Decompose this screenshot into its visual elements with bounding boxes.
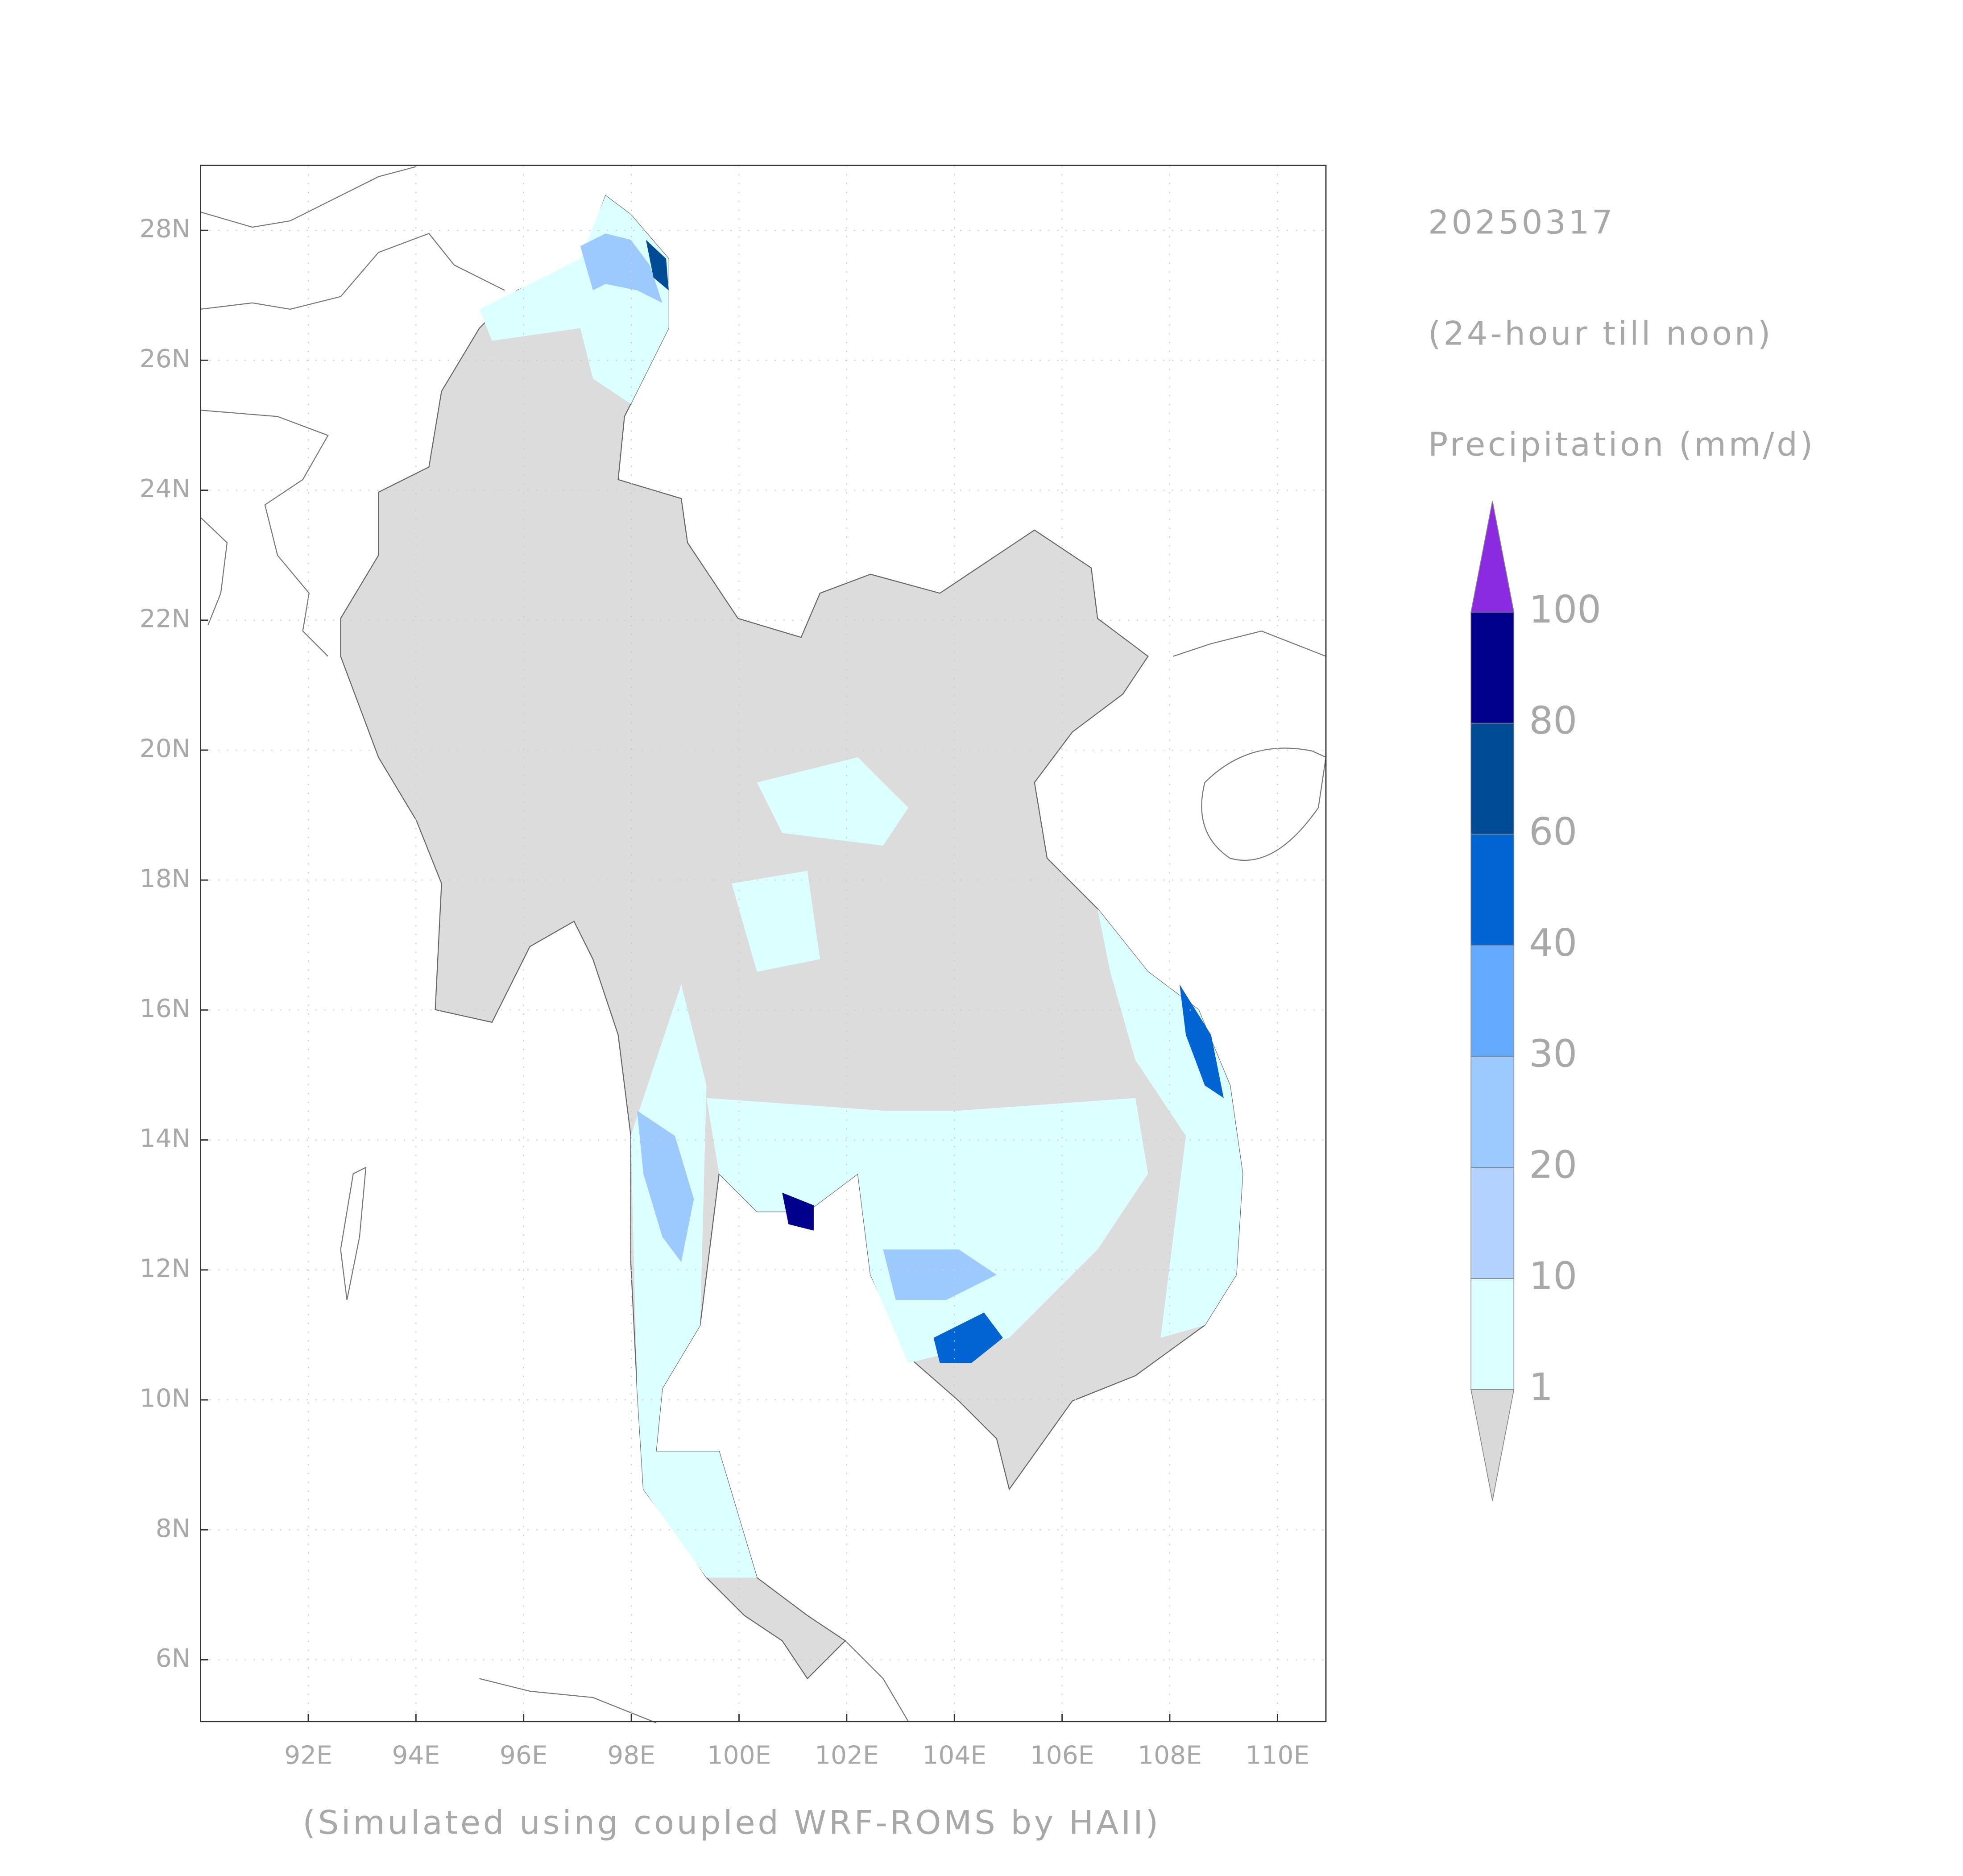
colorbar-label: 10 xyxy=(1529,1254,1577,1298)
x-tick-label: 110E xyxy=(1246,1741,1310,1770)
y-tick-label: 12N xyxy=(140,1253,191,1283)
colorbar-segment xyxy=(1470,1056,1515,1168)
coastline xyxy=(200,410,329,657)
y-tick-label: 20N xyxy=(140,734,191,764)
variable-label: Precipitation (mm/d) xyxy=(1428,426,1815,464)
x-tick-label: 96E xyxy=(500,1741,548,1770)
coastline xyxy=(200,232,505,310)
date-label: 20250317 xyxy=(1428,203,1615,241)
colorbar-label: 80 xyxy=(1529,699,1577,743)
x-tick-label: 94E xyxy=(392,1741,440,1770)
precip-area xyxy=(732,871,820,972)
precip-area xyxy=(637,1110,694,1262)
precip-area xyxy=(883,1249,997,1300)
colorbar-segment xyxy=(1470,834,1515,946)
coastline xyxy=(200,166,417,228)
colorbar-label: 60 xyxy=(1529,810,1577,854)
grid-layer xyxy=(200,165,1326,1722)
y-tick-label: 22N xyxy=(140,604,191,633)
colorbar-label: 30 xyxy=(1529,1032,1577,1076)
coastline xyxy=(1173,630,1326,657)
island-hainan xyxy=(1201,747,1327,861)
y-tick-label: 16N xyxy=(140,994,191,1023)
colorbar-segment xyxy=(1470,611,1515,724)
axes: 92E 94E 96E 98E 100E 102E 104E 106E 108E 110E 6N 8N… xyxy=(140,214,1309,1770)
precip-area xyxy=(933,1312,1003,1363)
coastline xyxy=(200,517,228,625)
colorbar-label: 100 xyxy=(1529,588,1601,632)
map-frame xyxy=(200,165,1327,1722)
colorbar-segment xyxy=(1470,1167,1515,1279)
colorbar-label: 1 xyxy=(1529,1365,1553,1409)
y-tick-label: 10N xyxy=(140,1384,191,1413)
period-label: (24-hour till noon) xyxy=(1428,315,1773,353)
precip-area xyxy=(1179,984,1224,1098)
y-tick-label: 18N xyxy=(140,864,191,893)
x-tick-label: 108E xyxy=(1138,1741,1202,1770)
colorbar-under xyxy=(1470,1389,1515,1501)
colorbar-segment xyxy=(1470,1278,1515,1390)
colorbar: 1 10 20 30 40 60 80 100 xyxy=(1470,501,1601,1501)
land-layer xyxy=(200,166,1327,1723)
colorbar-label: 40 xyxy=(1529,921,1577,965)
coastline xyxy=(479,1678,656,1723)
footer-note: (Simulated using coupled WRF-ROMS by HAI… xyxy=(302,1804,1160,1842)
x-tick-label: 98E xyxy=(607,1741,655,1770)
x-tick-label: 92E xyxy=(284,1741,332,1770)
precip-area xyxy=(646,240,669,291)
y-tick-label: 26N xyxy=(140,344,191,374)
x-tick-label: 104E xyxy=(922,1741,986,1770)
coastline xyxy=(845,1640,909,1722)
y-tick-label: 24N xyxy=(140,474,191,503)
precip-area xyxy=(706,1098,1148,1363)
colorbar-segment xyxy=(1470,945,1515,1057)
island-andaman xyxy=(340,1166,367,1300)
precip-area xyxy=(1097,909,1243,1338)
x-tick-label: 102E xyxy=(815,1741,879,1770)
x-tick-label: 106E xyxy=(1030,1741,1094,1770)
y-tick-label: 28N xyxy=(140,214,191,244)
precip-area xyxy=(757,757,908,846)
y-tick-label: 8N xyxy=(156,1514,191,1543)
colorbar-over xyxy=(1470,501,1515,613)
colorbar-label: 20 xyxy=(1529,1143,1577,1187)
x-tick-label: 100E xyxy=(707,1741,771,1770)
y-tick-label: 6N xyxy=(156,1644,191,1673)
precip-area xyxy=(782,1192,814,1231)
precip-area xyxy=(580,233,663,303)
y-tick-label: 14N xyxy=(140,1124,191,1153)
colorbar-segment xyxy=(1470,722,1515,835)
